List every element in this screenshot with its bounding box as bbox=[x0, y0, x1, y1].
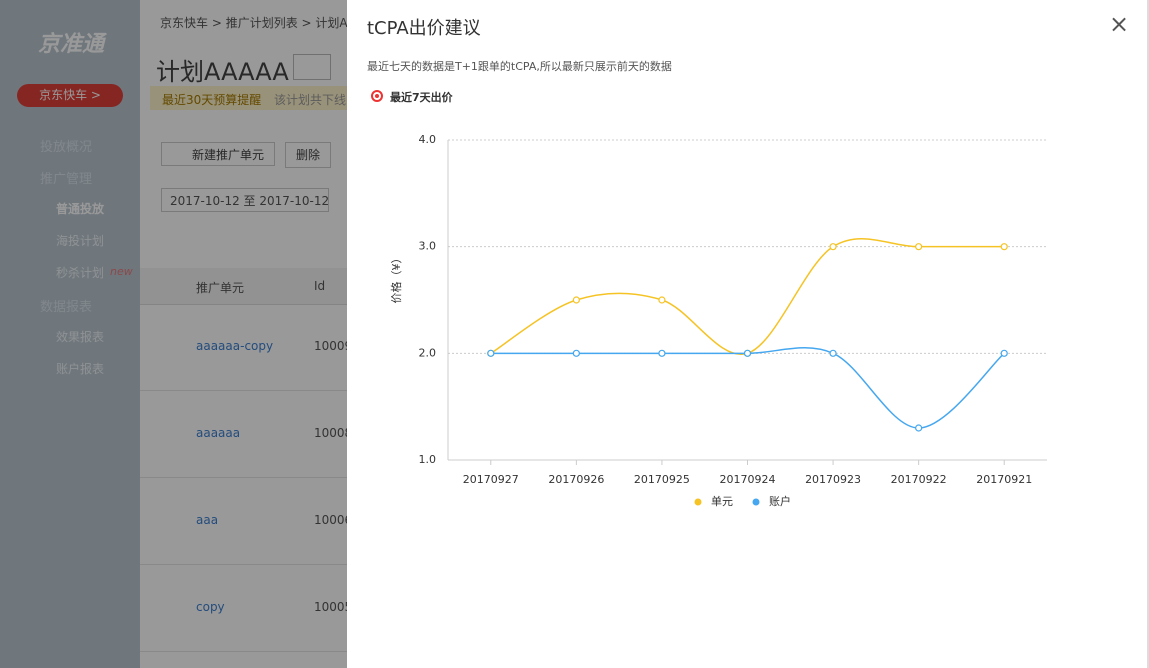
table-cell[interactable]: copy bbox=[196, 600, 225, 614]
modal-subtitle: 最近七天的数据是T+1跟单的tCPA,所以最新只展示前天的数据 bbox=[367, 60, 672, 73]
point bbox=[915, 424, 923, 432]
chart-button[interactable] bbox=[293, 54, 331, 80]
point bbox=[572, 349, 580, 357]
x-tick-label: 20170927 bbox=[463, 473, 519, 486]
y-axis-label: 价格（¥） bbox=[389, 253, 403, 304]
legend-label: 单元 bbox=[711, 495, 733, 508]
x-tick-label: 20170924 bbox=[720, 473, 776, 486]
close-button[interactable]: × bbox=[1109, 10, 1130, 38]
menu-item[interactable]: 海投计划 bbox=[56, 234, 105, 248]
x-tick-label: 20170921 bbox=[976, 473, 1032, 486]
legend-marker bbox=[752, 498, 760, 506]
table-cell: 10008 bbox=[314, 426, 353, 440]
modal: tCPA出价建议 × 最近七天的数据是T+1跟单的tCPA,所以最新只展示前天的… bbox=[347, 0, 1147, 668]
y-tick-label: 2.0 bbox=[419, 346, 437, 359]
point bbox=[658, 296, 666, 304]
point bbox=[658, 349, 666, 357]
point bbox=[1000, 349, 1008, 357]
logo: 京准通 bbox=[38, 32, 105, 57]
scrollbar bbox=[1147, 0, 1149, 668]
point bbox=[487, 349, 495, 357]
menu-item[interactable]: 投放概况 bbox=[40, 140, 93, 155]
modal-title: tCPA出价建议 bbox=[367, 18, 481, 39]
point bbox=[572, 296, 580, 304]
plan-title: 计划AAAAA bbox=[156, 58, 289, 86]
series-line bbox=[490, 238, 1005, 356]
menu-item[interactable]: 秒杀计划 bbox=[56, 266, 105, 280]
point bbox=[915, 243, 923, 251]
point bbox=[829, 349, 837, 357]
legend-marker bbox=[694, 498, 702, 506]
point bbox=[829, 243, 837, 251]
menu-item[interactable]: 数据报表 bbox=[40, 300, 93, 315]
menu-item[interactable]: 效果报表 bbox=[56, 330, 105, 344]
product-button[interactable]: 京东快车 > bbox=[17, 84, 123, 107]
button[interactable]: 删除 bbox=[285, 142, 331, 168]
crumb[interactable]: 京东快车 bbox=[160, 16, 209, 30]
menu-item[interactable]: 账户报表 bbox=[56, 362, 105, 376]
menu-item[interactable]: 推广管理 bbox=[40, 172, 93, 187]
table-cell: 10009 bbox=[314, 339, 353, 353]
table-cell: 10006 bbox=[314, 513, 353, 527]
radio-label[interactable]: 最近7天出价 bbox=[390, 91, 453, 104]
x-tick-label: 20170926 bbox=[548, 473, 604, 486]
y-tick-label: 1.0 bbox=[419, 453, 437, 466]
radio[interactable] bbox=[371, 90, 383, 102]
series-line bbox=[490, 347, 1005, 429]
crumb[interactable]: 推广计划列表 bbox=[225, 16, 298, 30]
x-tick-label: 20170922 bbox=[891, 473, 947, 486]
sidebar: 京准通 京东快车 > 投放概况 推广管理 普通投放 海投计划 秒杀计划 new … bbox=[0, 0, 140, 668]
header-cell: Id bbox=[314, 279, 326, 293]
legend-label: 账户 bbox=[769, 494, 791, 508]
table-cell[interactable]: aaaaaa bbox=[196, 426, 241, 440]
date-range[interactable]: 2017-10-12 至 2017-10-12 bbox=[161, 188, 329, 212]
y-tick-label: 3.0 bbox=[419, 240, 437, 253]
table-cell[interactable]: aaaaaa-copy bbox=[196, 339, 274, 353]
table-cell[interactable]: aaa bbox=[196, 513, 219, 527]
button[interactable]: 新建推广单元 bbox=[161, 142, 275, 166]
menu-item[interactable]: 普通投放 bbox=[56, 202, 105, 216]
notice-bar bbox=[150, 86, 350, 110]
notice: 该计划共下线 bbox=[274, 93, 347, 107]
table-cell: 10005 bbox=[314, 600, 353, 614]
point bbox=[743, 349, 752, 357]
x-tick-label: 20170923 bbox=[805, 473, 861, 486]
new-badge: new bbox=[110, 265, 133, 278]
chart: 1.0 2.0 3.0 4.0 价格（¥） 20170927 20170926 2017092… bbox=[389, 133, 1047, 508]
notice: 最近30天预算提醒 bbox=[162, 93, 262, 107]
x-tick-label: 20170925 bbox=[634, 473, 690, 486]
y-tick-label: 4.0 bbox=[419, 133, 437, 146]
header-cell: 推广单元 bbox=[196, 281, 245, 295]
point bbox=[1000, 243, 1008, 251]
